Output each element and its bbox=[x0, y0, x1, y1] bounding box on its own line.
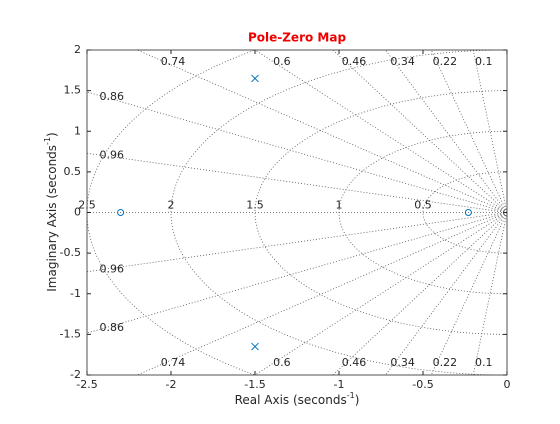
damping-line bbox=[254, 212, 507, 375]
damping-label: 0.96 bbox=[100, 149, 125, 162]
damping-label: 0.6 bbox=[273, 356, 291, 369]
damping-label: 0.1 bbox=[475, 55, 493, 68]
chart-title: Pole-Zero Map bbox=[248, 31, 346, 45]
frequency-circle bbox=[338, 130, 507, 295]
frequency-label: 0.5 bbox=[414, 199, 432, 212]
x-tick-label: -1 bbox=[334, 378, 345, 391]
frequency-label: 1.5 bbox=[246, 199, 264, 212]
frequency-label: 2 bbox=[168, 199, 175, 212]
damping-label: 0.6 bbox=[273, 55, 291, 68]
damping-label: 0.34 bbox=[390, 356, 415, 369]
x-tick-label: -2.5 bbox=[76, 378, 97, 391]
y-axis-label: Imaginary Axis (seconds-1) bbox=[43, 132, 59, 291]
damping-line bbox=[385, 50, 507, 213]
zero-marker bbox=[464, 209, 472, 216]
damping-label: 0.22 bbox=[433, 356, 458, 369]
damping-label: 0.22 bbox=[433, 55, 458, 68]
damping-label: 0.96 bbox=[100, 262, 125, 275]
y-axis-label-end: ) bbox=[45, 132, 59, 137]
y-tick-label: -2 bbox=[70, 368, 81, 381]
y-axis-label-text: Imaginary Axis (seconds bbox=[45, 145, 59, 292]
damping-label: 0.86 bbox=[100, 321, 125, 334]
x-tick-label: -0.5 bbox=[412, 378, 433, 391]
damping-line bbox=[254, 50, 507, 213]
x-axis-label-end: ) bbox=[355, 393, 360, 407]
y-tick-label: -0.5 bbox=[60, 246, 81, 259]
frequency-label: 2.5 bbox=[78, 199, 96, 212]
damping-line bbox=[137, 212, 507, 375]
damping-label: 0.34 bbox=[390, 55, 415, 68]
pole-marker bbox=[251, 74, 259, 83]
damping-line bbox=[87, 212, 507, 334]
x-axis-label-sup: -1 bbox=[347, 391, 355, 400]
damping-line bbox=[137, 50, 507, 213]
frequency-label: 1 bbox=[336, 199, 343, 212]
zero-marker bbox=[117, 209, 125, 216]
y-tick-label: -1 bbox=[70, 287, 81, 300]
x-tick-label: 0 bbox=[504, 378, 511, 391]
damping-line bbox=[385, 212, 507, 375]
damping-line bbox=[87, 91, 507, 213]
frequency-circle bbox=[170, 50, 507, 375]
damping-label: 0.74 bbox=[161, 356, 186, 369]
x-axis-label-text: Real Axis (seconds bbox=[235, 393, 347, 407]
damping-label: 0.1 bbox=[475, 356, 493, 369]
y-tick-label: 2 bbox=[74, 43, 81, 56]
x-axis-label: Real Axis (seconds-1) bbox=[235, 391, 360, 407]
damping-label: 0.46 bbox=[342, 356, 367, 369]
y-tick-label: 1.5 bbox=[64, 84, 82, 97]
damping-label: 0.74 bbox=[161, 55, 186, 68]
y-tick-label: 0.5 bbox=[64, 165, 82, 178]
y-axis-label-sup: -1 bbox=[43, 137, 52, 145]
y-tick-label: -1.5 bbox=[60, 327, 81, 340]
x-tick-label: -1.5 bbox=[244, 378, 265, 391]
y-tick-label: 1 bbox=[74, 124, 81, 137]
damping-line bbox=[332, 212, 507, 375]
damping-label: 0.86 bbox=[100, 90, 125, 103]
x-tick-label: -2 bbox=[166, 378, 177, 391]
y-tick-label: 0 bbox=[74, 206, 81, 219]
damping-line bbox=[472, 212, 507, 375]
pole-marker bbox=[251, 342, 259, 351]
frequency-circle bbox=[254, 90, 507, 335]
damping-label: 0.46 bbox=[342, 55, 367, 68]
damping-line bbox=[332, 50, 507, 213]
grid-group bbox=[87, 50, 507, 375]
damping-line bbox=[472, 50, 507, 213]
